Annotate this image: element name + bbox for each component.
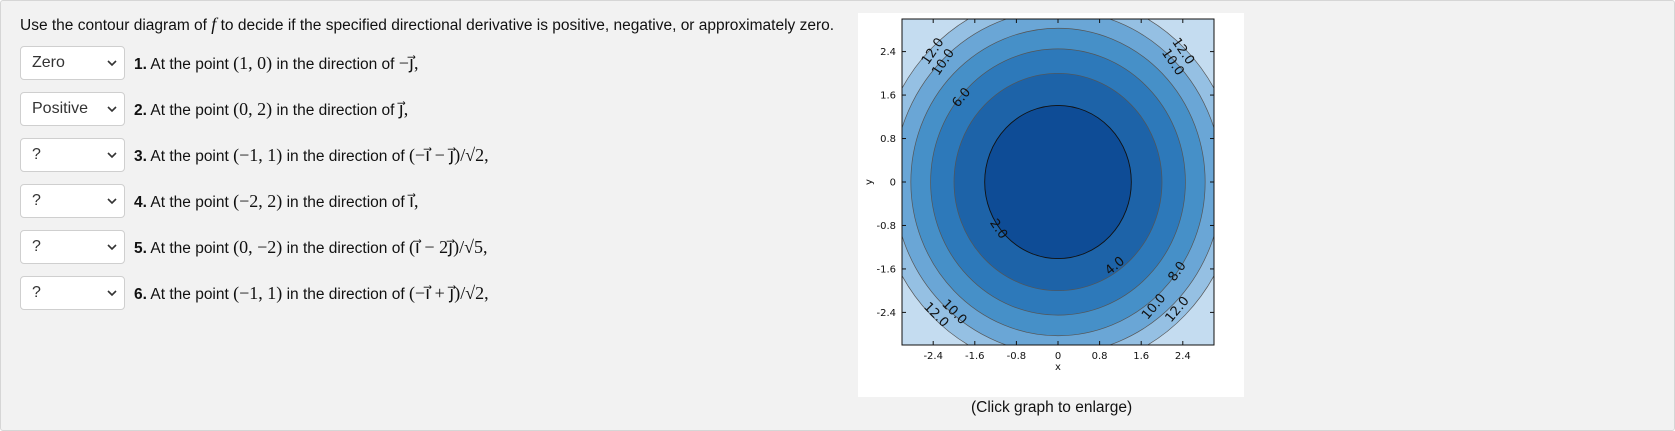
question-direction-text: in the direction of [286, 239, 405, 257]
question-row: ? 3. At the point (−1, 1) in the directi… [20, 138, 489, 172]
question-number: 6. [134, 285, 147, 303]
question-point: (−2, 2) [233, 190, 283, 211]
answer-selected-value: ? [32, 284, 41, 301]
question-point: (−1, 1) [233, 282, 283, 303]
question-row: Positive 2. At the point (0, 2) in the d… [20, 92, 408, 126]
question-text: 3. At the point (−1, 1) in the direction… [134, 145, 489, 166]
question-direction: (i⃗ − 2j⃗)/√5, [408, 236, 488, 257]
contour-svg[interactable]: -2.4 -1.6 -0.8 0 0.8 1.6 2.4 2.4 1.6 0.8 0 -0.8 -1.6… [858, 13, 1244, 397]
question-lead: At the point [150, 101, 229, 119]
question-direction-text: in the direction of [286, 285, 405, 303]
question-direction: i⃗, [408, 190, 419, 211]
question-direction: j⃗, [398, 98, 409, 119]
x-axis-label: x [1055, 362, 1061, 373]
answer-selected-value: ? [32, 146, 41, 163]
question-point: (0, −2) [233, 236, 283, 257]
x-tick-label: 2.4 [1175, 351, 1191, 362]
question-lead: At the point [150, 193, 229, 211]
question-lead: At the point [150, 285, 229, 303]
question-direction-text: in the direction of [286, 193, 405, 211]
question-direction-text: in the direction of [286, 147, 405, 165]
question-number: 4. [134, 193, 147, 211]
chevron-down-icon [107, 106, 117, 113]
instructions-text: Use the contour diagram of [20, 17, 212, 34]
x-tick-label: -1.6 [965, 351, 985, 362]
y-axis-label: y [864, 179, 875, 185]
question-number: 3. [134, 147, 147, 165]
answer-dropdown[interactable]: ? [20, 276, 125, 310]
chevron-down-icon [107, 152, 117, 159]
contour-fill-group [902, 19, 1214, 345]
chevron-down-icon [107, 290, 117, 297]
answer-dropdown[interactable]: ? [20, 230, 125, 264]
question-text: 5. At the point (0, −2) in the direction… [134, 237, 487, 258]
answer-selected-value: ? [32, 192, 41, 209]
question-direction: −j⃗, [398, 52, 419, 73]
answer-dropdown[interactable]: ? [20, 184, 125, 218]
question-number: 1. [134, 55, 147, 73]
question-direction: (−i⃗ + j⃗)/√2, [408, 282, 489, 303]
question-number: 2. [134, 101, 147, 119]
question-lead: At the point [150, 239, 229, 257]
chevron-down-icon [107, 244, 117, 251]
x-tick-label: -2.4 [923, 351, 943, 362]
contour-plot[interactable]: -2.4 -1.6 -0.8 0 0.8 1.6 2.4 2.4 1.6 0.8 0 -0.8 -1.6… [858, 13, 1244, 397]
x-tick-label: -0.8 [1007, 351, 1027, 362]
answer-selected-value: ? [32, 238, 41, 255]
instructions: Use the contour diagram of f to decide i… [20, 14, 834, 35]
answer-dropdown[interactable]: Zero [20, 46, 125, 80]
question-text: 2. At the point (0, 2) in the direction … [134, 99, 408, 120]
question-lead: At the point [150, 147, 229, 165]
contour-level-2 [984, 104, 1132, 260]
y-tick-label: -0.8 [876, 221, 896, 232]
x-tick-label: 1.6 [1133, 351, 1149, 362]
question-point: (−1, 1) [233, 144, 283, 165]
chevron-down-icon [107, 198, 117, 205]
y-tick-label: 2.4 [880, 47, 896, 58]
question-row: Zero 1. At the point (1, 0) in the direc… [20, 46, 418, 80]
question-text: 4. At the point (−2, 2) in the direction… [134, 191, 418, 212]
question-lead: At the point [150, 55, 229, 73]
answer-selected-value: Positive [32, 100, 89, 117]
question-point: (0, 2) [233, 98, 273, 119]
y-tick-label: 0.8 [880, 134, 896, 145]
question-row: ? 4. At the point (−2, 2) in the directi… [20, 184, 418, 218]
instructions-text-end: to decide if the specified directional d… [216, 17, 835, 34]
y-tick-label: 1.6 [880, 91, 896, 102]
x-tick-label: 0.8 [1092, 351, 1108, 362]
y-tick-label: -2.4 [876, 308, 896, 319]
function-symbol: f [211, 14, 217, 34]
enlarge-caption[interactable]: (Click graph to enlarge) [971, 399, 1133, 416]
question-point: (1, 0) [233, 52, 273, 73]
question-row: ? 5. At the point (0, −2) in the directi… [20, 230, 487, 264]
y-tick-label: -1.6 [876, 264, 896, 275]
answer-dropdown[interactable]: ? [20, 138, 125, 172]
answer-dropdown[interactable]: Positive [20, 92, 125, 126]
x-tick-label: 0 [1055, 351, 1061, 362]
question-text: 6. At the point (−1, 1) in the direction… [134, 283, 489, 304]
y-tick-label: 0 [890, 178, 896, 189]
question-row: ? 6. At the point (−1, 1) in the directi… [20, 276, 489, 310]
question-number: 5. [134, 239, 147, 257]
chevron-down-icon [107, 60, 117, 67]
answer-selected-value: Zero [32, 54, 65, 71]
question-direction: (−i⃗ − j⃗)/√2, [408, 144, 489, 165]
question-text: 1. At the point (1, 0) in the direction … [134, 53, 418, 74]
question-direction-text: in the direction of [276, 101, 395, 119]
question-direction-text: in the direction of [276, 55, 395, 73]
